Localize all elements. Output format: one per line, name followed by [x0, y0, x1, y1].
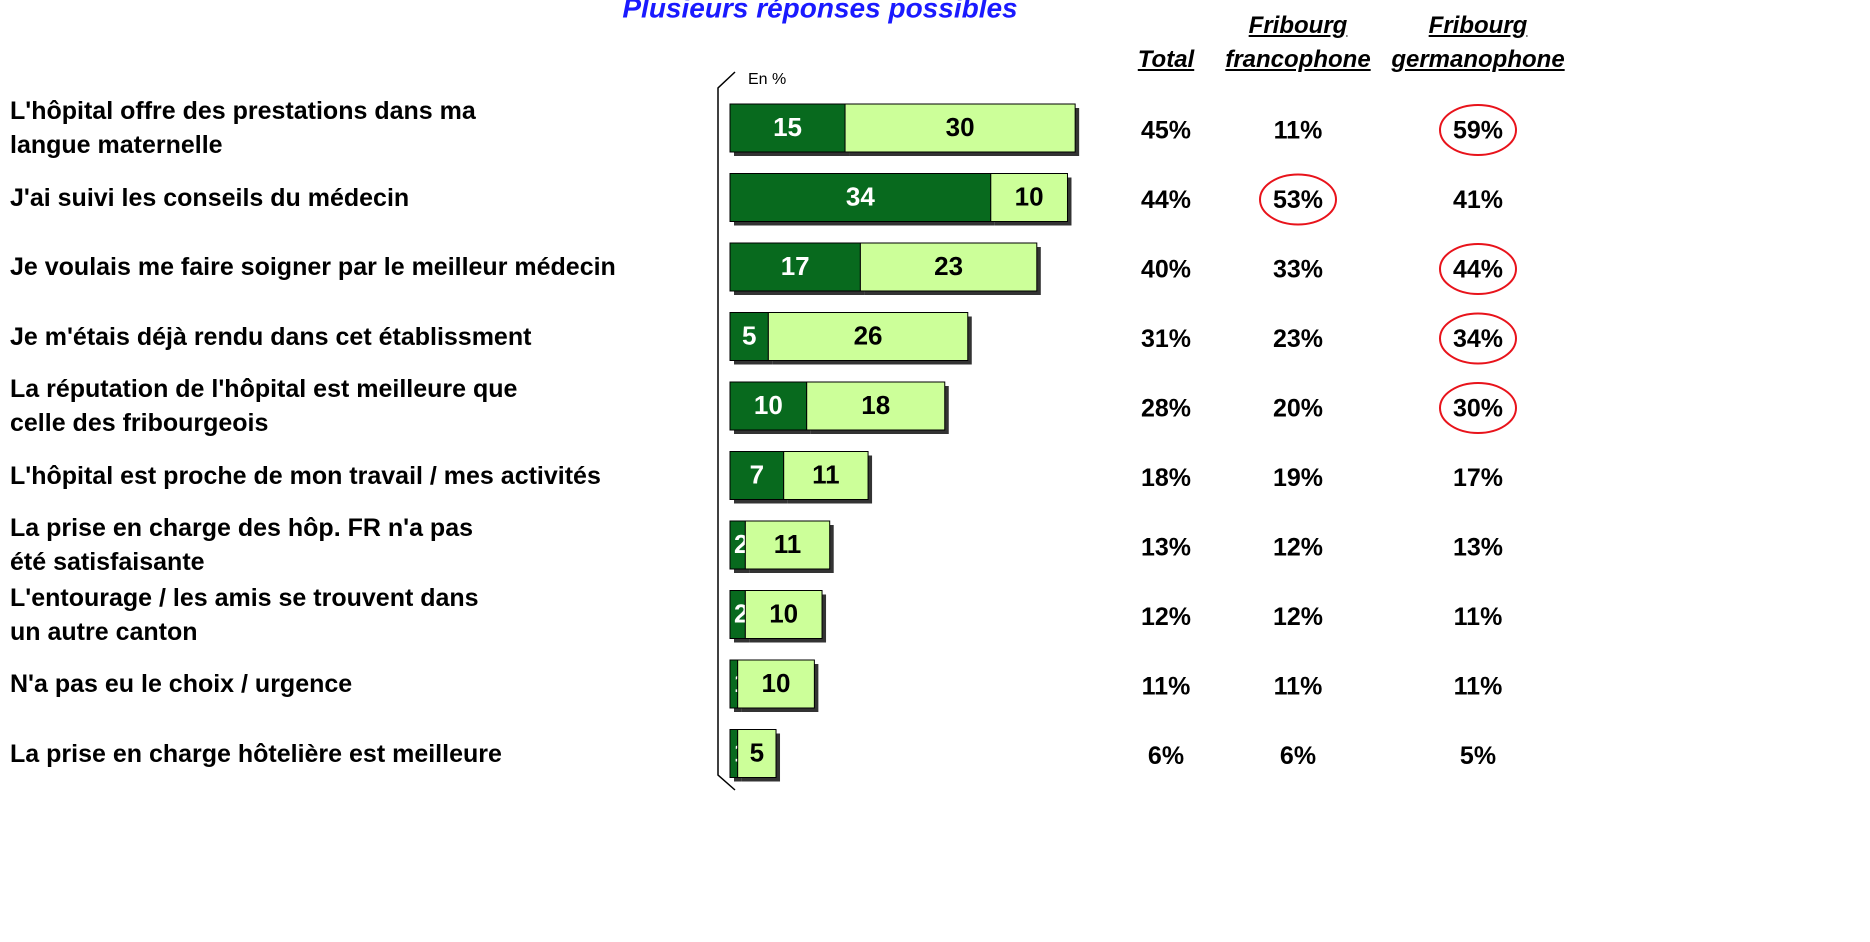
bar-segment [859, 242, 1038, 292]
data-label: 5 [742, 320, 756, 350]
column-value: 6% [1148, 742, 1184, 770]
axis-line [717, 71, 736, 791]
data-label: 23 [934, 251, 963, 281]
category-label: N'a pas eu le choix / urgence [10, 670, 353, 698]
axis-label: En % [748, 71, 786, 88]
category-label: L'hôpital offre des prestations dans ma … [10, 97, 476, 159]
data-label: 34 [846, 181, 875, 211]
highlight-circle [1259, 173, 1337, 226]
column-value: 53% [1273, 186, 1323, 214]
bar-segment [729, 381, 808, 431]
column-value: 18% [1141, 464, 1191, 492]
data-label: 15 [773, 112, 802, 142]
data-label: 11 [812, 459, 840, 489]
column-value: 12% [1273, 534, 1323, 562]
data-label: 10 [1015, 181, 1044, 211]
data-label: 30 [946, 112, 975, 142]
column-value: 13% [1453, 534, 1503, 562]
column-value: 19% [1273, 464, 1323, 492]
column-value: 44% [1453, 256, 1503, 284]
data-label: 10 [762, 668, 791, 698]
bar-segment [729, 103, 846, 153]
category-label: J'ai suivi les conseils du médecin [10, 183, 410, 212]
category-label: La réputation de l'hôpital est meilleure… [10, 375, 518, 437]
column-value: 40% [1141, 256, 1191, 284]
data-label: 18 [861, 390, 890, 420]
column-value: 11% [1274, 117, 1323, 145]
subtitle: Plusieurs réponses possibles [622, 0, 1017, 23]
category-label: La prise en charge hôtelière est meilleu… [10, 739, 502, 768]
column-header: Fribourg germanophone [1391, 12, 1565, 73]
data-label: 17 [781, 251, 810, 281]
bar-segment [729, 312, 769, 361]
column-value: 11% [1142, 673, 1191, 701]
highlight-circle [1439, 382, 1517, 434]
data-label: 10 [754, 390, 783, 420]
column-value: 45% [1141, 117, 1191, 145]
bar-segment [729, 242, 861, 292]
column-value: 11% [1274, 673, 1323, 701]
bar-segment [737, 659, 815, 709]
category-label: Je m'étais déjà rendu dans cet établissm… [10, 322, 532, 351]
highlight-circle [1439, 312, 1517, 365]
highlight-circle [1439, 243, 1517, 295]
column-header: Total [1137, 46, 1195, 73]
bar-segment [729, 173, 992, 222]
column-value: 34% [1453, 325, 1503, 353]
bar-segment [783, 451, 869, 500]
highlight-circle [1439, 104, 1517, 156]
column-header: Fribourg francophone [1225, 12, 1371, 73]
category-label: L'hôpital est proche de mon travail / me… [10, 461, 601, 490]
column-value: 30% [1453, 395, 1503, 423]
bar-segment [767, 312, 969, 361]
bar-segment [990, 173, 1068, 222]
column-value: 12% [1141, 603, 1191, 631]
column-value: 20% [1273, 395, 1323, 423]
column-value: 23% [1273, 325, 1323, 353]
column-value: 31% [1141, 325, 1191, 353]
bar-segment [844, 103, 1076, 153]
data-label: 26 [854, 320, 883, 350]
bar-segment [737, 729, 777, 778]
category-label: La prise en charge des hôp. FR n'a pas é… [10, 514, 474, 576]
column-value: 6% [1280, 742, 1316, 770]
column-value: 12% [1273, 603, 1323, 631]
column-value: 13% [1141, 534, 1191, 562]
column-value: 33% [1273, 256, 1323, 284]
column-value: 11% [1454, 603, 1503, 631]
column-value: 5% [1460, 742, 1496, 770]
category-label: Je voulais me faire soigner par le meill… [10, 253, 616, 281]
column-value: 59% [1453, 117, 1503, 145]
data-label: 11 [774, 529, 802, 559]
column-value: 41% [1453, 186, 1503, 214]
data-label: 7 [750, 459, 764, 489]
column-value: 17% [1453, 464, 1503, 492]
bar-segment [744, 520, 831, 570]
column-value: 28% [1141, 395, 1191, 423]
bar-segment [806, 381, 946, 431]
data-label: 5 [750, 737, 764, 767]
category-label: L'entourage / les amis se trouvent dans … [10, 583, 479, 646]
data-label: 10 [769, 598, 798, 628]
column-value: 11% [1454, 673, 1503, 701]
column-value: 44% [1141, 186, 1191, 214]
bar-segment [744, 590, 823, 639]
